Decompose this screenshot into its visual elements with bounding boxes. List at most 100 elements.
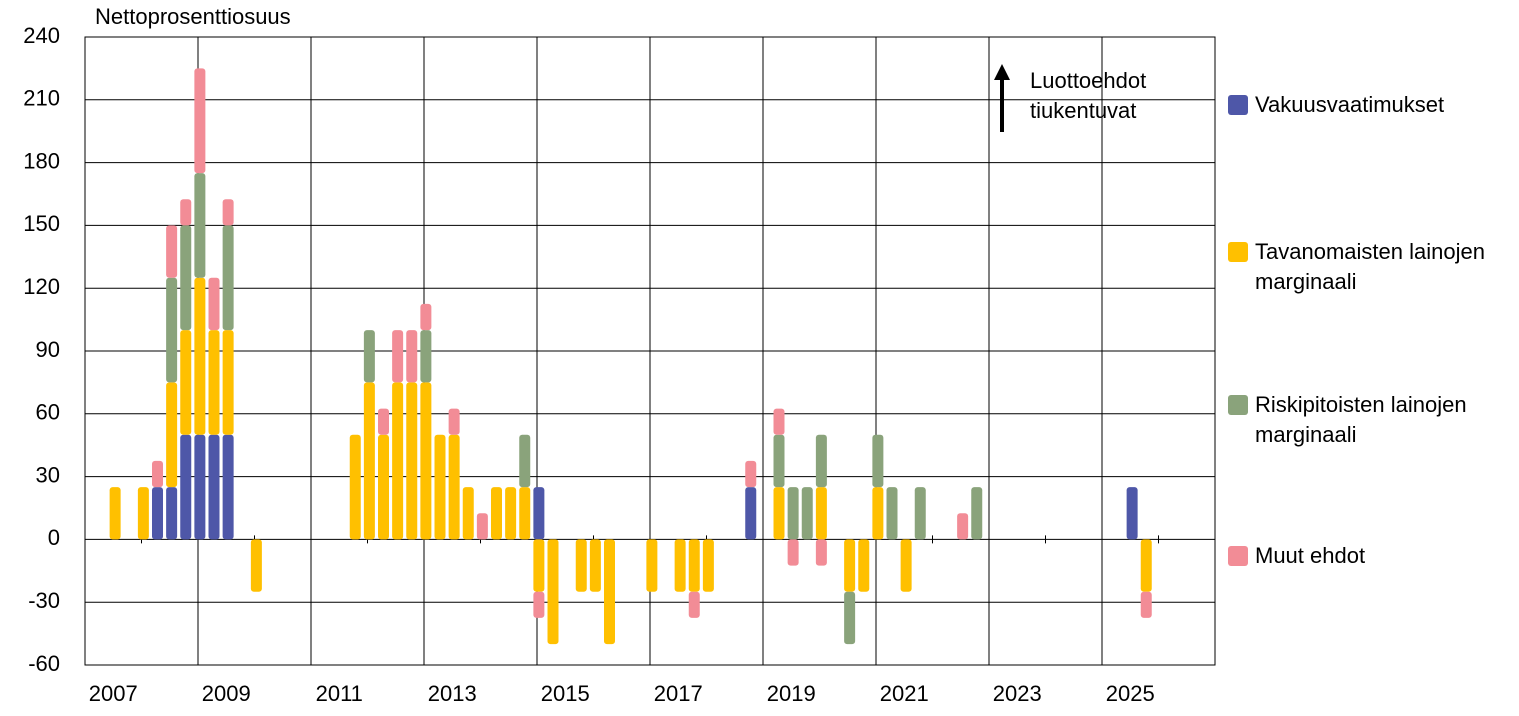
bar-segment bbox=[166, 487, 178, 540]
bar-segment bbox=[858, 539, 870, 592]
bar-segment bbox=[914, 487, 926, 540]
bar-segment bbox=[420, 382, 432, 540]
legend-label: Muut ehdot bbox=[1255, 543, 1366, 568]
y-axis-label: Nettoprosenttiosuus bbox=[95, 4, 291, 29]
bar-segment bbox=[180, 199, 192, 226]
x-tick-label: 2025 bbox=[1106, 681, 1155, 706]
bar-segment bbox=[406, 330, 418, 383]
bar-segment bbox=[688, 539, 700, 592]
bar-segment bbox=[363, 330, 375, 383]
bar-segment bbox=[378, 408, 389, 435]
bar-segment bbox=[787, 539, 799, 566]
bar-segment bbox=[109, 487, 121, 540]
bar-segment bbox=[957, 513, 969, 540]
bar-segment bbox=[745, 460, 757, 488]
bar-segment bbox=[589, 539, 601, 592]
bar-segment bbox=[519, 487, 531, 540]
bar-segment bbox=[646, 539, 658, 592]
bar-segment bbox=[194, 173, 206, 278]
bar-segment bbox=[476, 513, 488, 540]
bar-segment bbox=[420, 330, 432, 383]
bar-segment bbox=[773, 487, 785, 540]
bar-segment bbox=[505, 487, 517, 540]
bar-segment bbox=[180, 330, 192, 435]
bar-segment bbox=[900, 539, 912, 592]
legend-swatch bbox=[1228, 395, 1248, 415]
bar-segment bbox=[1140, 539, 1152, 592]
bar-segment bbox=[971, 487, 983, 540]
bar-segment bbox=[222, 225, 234, 331]
bar-segment bbox=[533, 487, 545, 540]
bar-segment bbox=[166, 382, 178, 488]
legend-swatch bbox=[1228, 95, 1248, 115]
x-tick-label: 2009 bbox=[202, 681, 251, 706]
bar-segment bbox=[1140, 591, 1152, 618]
plot-border bbox=[84, 36, 1216, 666]
bar-segment bbox=[844, 539, 856, 592]
bar-segment bbox=[194, 68, 206, 174]
bar-segment bbox=[815, 487, 827, 540]
bar-segment bbox=[547, 539, 559, 645]
bar-segment bbox=[152, 487, 163, 540]
bar-segment bbox=[745, 487, 757, 540]
bar-segment bbox=[222, 330, 234, 435]
bar-segment bbox=[194, 277, 206, 435]
bar-segment bbox=[349, 434, 361, 540]
bar-segment bbox=[448, 434, 460, 540]
legend-label: Tavanomaisten lainojen marginaali bbox=[1255, 239, 1485, 294]
bar-segment bbox=[180, 225, 192, 331]
bar-segment bbox=[702, 539, 714, 592]
y-tick-label: -30 bbox=[28, 588, 60, 613]
bar-segment bbox=[137, 487, 149, 540]
bar-segment bbox=[448, 408, 460, 435]
y-tick-label: 120 bbox=[23, 274, 60, 299]
legend-label: Riskipitoisten lainojen marginaali bbox=[1255, 392, 1467, 447]
bar-segment bbox=[575, 539, 587, 592]
bar-segment bbox=[222, 434, 234, 540]
x-tick-label: 2011 bbox=[316, 681, 363, 706]
bar-segment bbox=[872, 487, 884, 540]
bar-segment bbox=[491, 487, 502, 540]
y-tick-label: 60 bbox=[36, 400, 60, 425]
bar-segment bbox=[194, 434, 206, 540]
bar-segment bbox=[152, 460, 163, 488]
y-tick-label: 210 bbox=[23, 86, 60, 111]
bar-segment bbox=[222, 199, 234, 226]
bar-segment bbox=[815, 434, 827, 488]
x-tick-label: 2023 bbox=[993, 681, 1042, 706]
y-tick-label: 240 bbox=[23, 23, 60, 48]
x-tick-label: 2007 bbox=[89, 681, 138, 706]
legend-label: Vakuusvaatimukset bbox=[1255, 92, 1445, 117]
legend-swatch bbox=[1228, 242, 1248, 262]
y-tick-label: 90 bbox=[36, 337, 60, 362]
bar-segment bbox=[533, 591, 545, 618]
x-tick-label: 2019 bbox=[767, 681, 816, 706]
bar-segment bbox=[533, 539, 545, 592]
bar-segment bbox=[787, 487, 799, 540]
x-tick-label: 2017 bbox=[654, 681, 703, 706]
bar-segment bbox=[392, 382, 404, 540]
bar-segment bbox=[815, 539, 827, 566]
annotation: Luottoehdot tiukentuvat bbox=[1030, 68, 1147, 123]
bar-segment bbox=[166, 277, 178, 383]
bar-segment bbox=[604, 539, 615, 645]
bar-segment bbox=[688, 591, 700, 618]
x-tick-label: 2021 bbox=[880, 681, 929, 706]
bar-segment bbox=[1126, 487, 1138, 540]
bar-segment bbox=[674, 539, 686, 592]
arrow-head bbox=[994, 64, 1010, 80]
bar-segment bbox=[773, 408, 785, 435]
bar-segment bbox=[406, 382, 418, 540]
bar-segment bbox=[363, 382, 375, 540]
bar-segment bbox=[801, 487, 813, 540]
bar-segment bbox=[250, 539, 262, 592]
bar-segment bbox=[773, 434, 785, 488]
bar-segment bbox=[519, 434, 531, 488]
bar-segment bbox=[392, 330, 404, 383]
bar-segment bbox=[872, 434, 884, 488]
bar-segment bbox=[844, 591, 856, 645]
legend-swatch bbox=[1228, 546, 1248, 566]
x-tick-label: 2015 bbox=[541, 681, 590, 706]
bar-segment bbox=[462, 487, 474, 540]
